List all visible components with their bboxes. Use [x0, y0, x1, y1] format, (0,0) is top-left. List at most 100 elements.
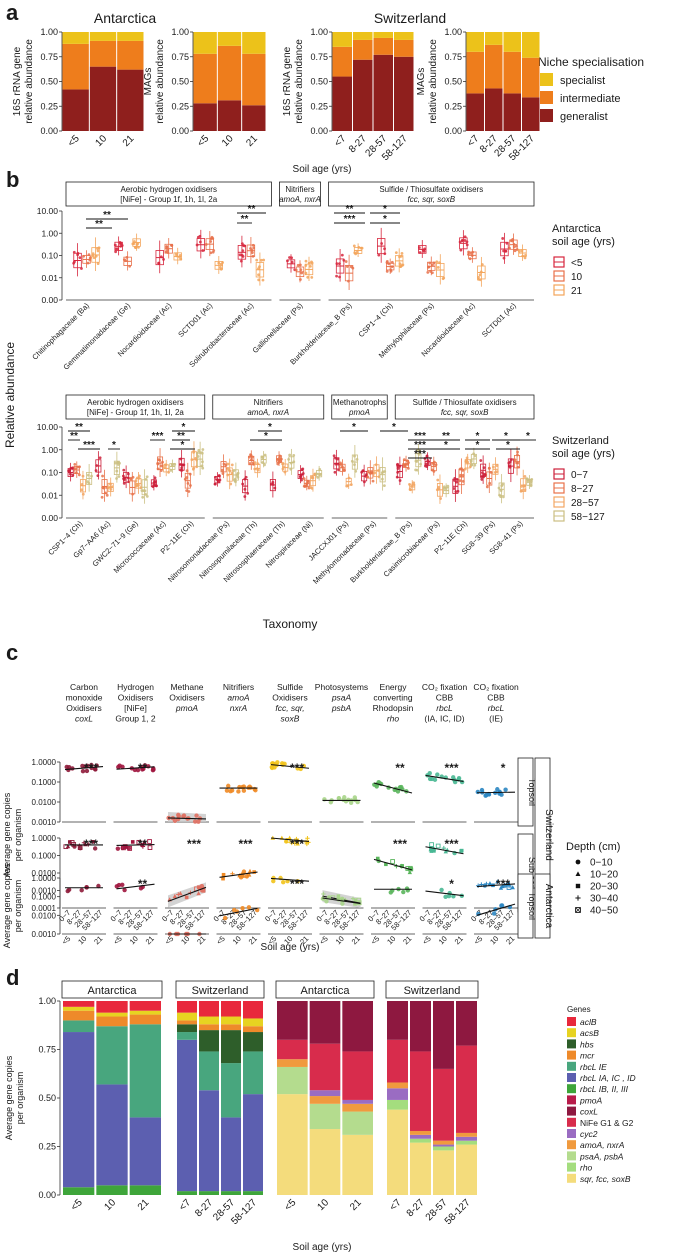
- data-point: [67, 469, 71, 473]
- bar-generalist: [117, 69, 144, 131]
- data-point: [241, 255, 245, 258]
- data-point: [458, 240, 462, 244]
- data-point: [401, 263, 405, 267]
- bar-specialist: [353, 32, 373, 40]
- genes-legend-swatch: [567, 1073, 576, 1082]
- y-tick-label: 1.0000: [32, 834, 57, 843]
- data-point: [470, 254, 474, 257]
- bar-specialist: [217, 32, 242, 46]
- y-tick-label: 0.75: [444, 52, 462, 62]
- data-point: [425, 454, 429, 458]
- bar-segment: [243, 1191, 263, 1195]
- data-point: [292, 460, 296, 464]
- data-point: [452, 479, 456, 482]
- data-point: [499, 792, 504, 797]
- data-point: [467, 253, 470, 256]
- data-point: [390, 260, 394, 264]
- data-point: [353, 463, 356, 467]
- data-point: [141, 495, 145, 499]
- genes-legend-label: acsB: [580, 1028, 599, 1038]
- data-point: [302, 477, 306, 481]
- bar-specialist: [242, 32, 266, 54]
- data-point: [283, 470, 287, 474]
- data-point: [137, 476, 141, 480]
- data-point: [72, 250, 76, 254]
- group-subtitle: [NiFe] - Group 1f, 1h, 1l, 2a: [87, 408, 184, 417]
- data-point: [510, 458, 513, 462]
- data-point: [406, 466, 410, 470]
- data-point: [385, 269, 389, 273]
- niche-chart-3: <78-2728-5758-1271.000.750.500.250.00MAG…: [416, 27, 540, 163]
- data-point: [187, 490, 191, 493]
- genes-legend-swatch: [567, 1106, 576, 1116]
- bar-segment: [433, 1144, 454, 1147]
- genes-legend-swatch: [567, 1162, 576, 1172]
- data-point: [465, 243, 469, 247]
- data-point-cross: [303, 839, 309, 845]
- data-point: [233, 477, 237, 481]
- x-tick-label: 10: [128, 934, 140, 946]
- data-point-triangle: [295, 841, 300, 846]
- data-point: [246, 905, 252, 910]
- data-point: [403, 462, 407, 466]
- panel-a: a Antarctica Switzerland Soil age (yrs) …: [6, 0, 644, 175]
- data-point: [159, 469, 163, 472]
- depth-legend-label: 10−20: [590, 870, 619, 881]
- data-point: [294, 268, 298, 272]
- y-tick-label: 0.00: [444, 126, 462, 136]
- data-point: [339, 462, 343, 466]
- data-point: [170, 463, 174, 467]
- data-point: [236, 471, 240, 475]
- data-point: [138, 886, 144, 891]
- data-point: [196, 455, 200, 458]
- bar-segment: [387, 1082, 408, 1089]
- data-point: [94, 254, 98, 258]
- significance-label: ***: [393, 837, 407, 851]
- data-point: [396, 467, 400, 470]
- data-point-square: [336, 894, 341, 898]
- data-point: [230, 463, 234, 467]
- bar-generalist: [522, 97, 540, 131]
- sig-label: *: [181, 440, 185, 451]
- genes-legend-label: psaA, psbA: [579, 1151, 624, 1161]
- bar-segment: [199, 1191, 219, 1195]
- data-point: [454, 490, 458, 493]
- depth-symbol-square: [575, 883, 581, 889]
- legend-label-specialist: specialist: [560, 75, 605, 87]
- switzerland-age-legend: Switzerland soil age (yrs) 0−7 8−27 28−57 58−…: [552, 435, 615, 523]
- y-tick-label: 0.0010: [32, 818, 57, 827]
- bar-segment: [177, 1020, 197, 1025]
- group-strip: [394, 394, 535, 420]
- data-point: [78, 845, 83, 851]
- data-point: [300, 478, 303, 482]
- data-point: [209, 240, 213, 243]
- data-point: [424, 464, 427, 468]
- data-point: [353, 454, 356, 458]
- data-point: [461, 468, 465, 472]
- bar-segment: [129, 1010, 161, 1015]
- data-point: [169, 468, 173, 472]
- data-point: [361, 469, 365, 473]
- x-tick-label: 21: [453, 934, 465, 946]
- data-point: [398, 255, 401, 259]
- bar-segment: [277, 1039, 308, 1060]
- group-subtitle: fcc, sqr, soxB: [441, 408, 489, 417]
- trend-line: [373, 782, 413, 794]
- data-point: [279, 457, 283, 461]
- y-axis-label: MAGsrelative abundance: [416, 39, 439, 124]
- data-point-boxcross: [147, 839, 152, 844]
- significance-label: ***: [290, 877, 304, 891]
- sig-label: *: [383, 214, 387, 225]
- x-tick-label: 21: [348, 1197, 364, 1213]
- group-subtitle: amoA, nxrA: [279, 195, 321, 204]
- bar-generalist: [62, 89, 89, 131]
- data-point: [463, 239, 467, 242]
- bar-generalist: [89, 66, 117, 131]
- data-point: [263, 453, 267, 457]
- data-point: [435, 260, 439, 264]
- data-point-square: [130, 840, 135, 844]
- data-point: [340, 465, 344, 469]
- data-point: [96, 883, 101, 889]
- group-subtitle: pmoA: [348, 408, 370, 417]
- genes-legend-swatch: [567, 1117, 576, 1127]
